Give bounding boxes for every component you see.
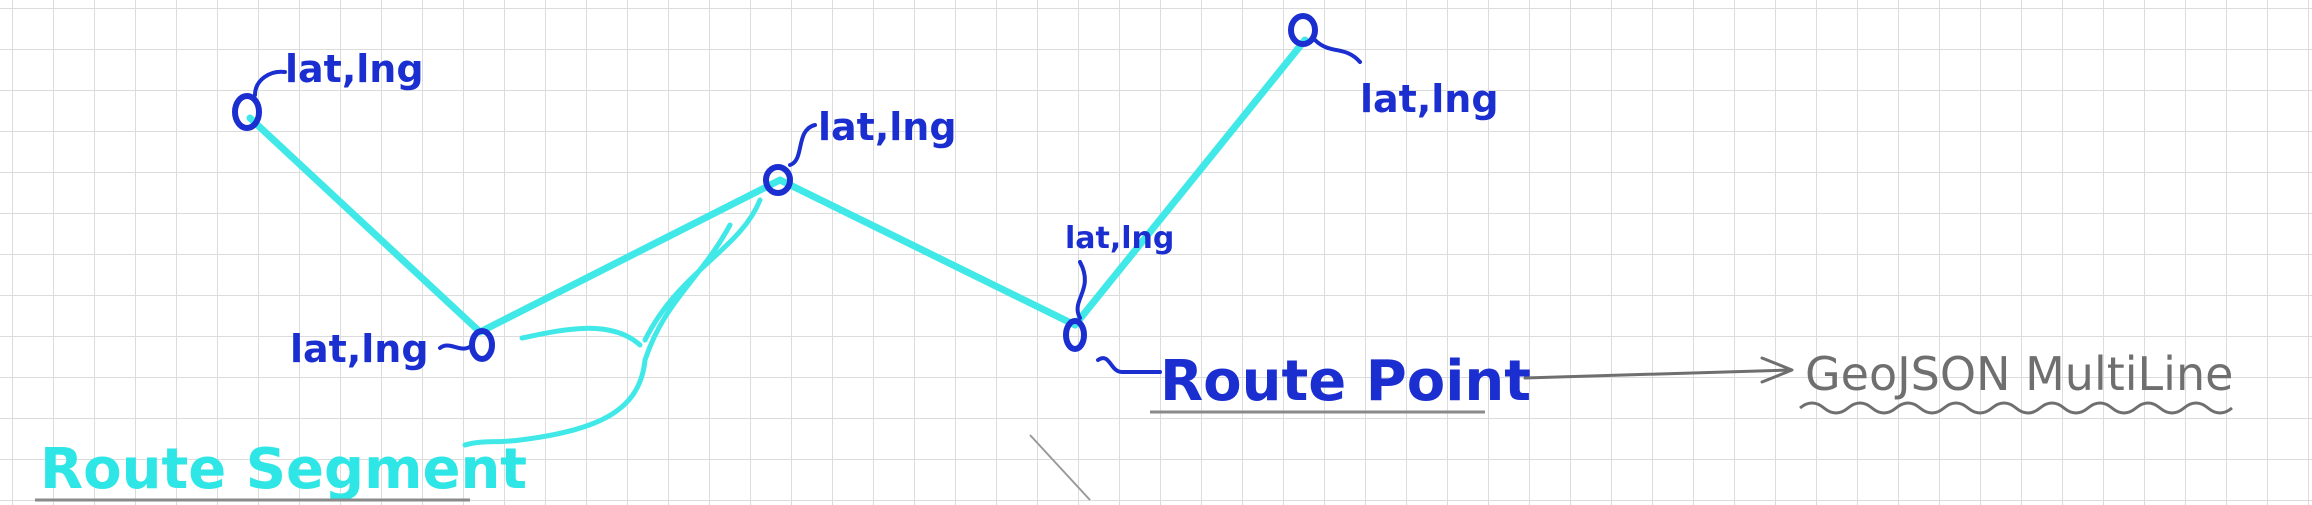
coord-label-1: lat,lng	[285, 47, 424, 91]
coord-label-2: lat,lng	[290, 327, 429, 371]
route-point-5	[1288, 13, 1318, 47]
route-point-4	[1063, 318, 1087, 352]
geojson-squiggle	[1799, 401, 2233, 415]
geojson-label: GeoJSON MultiLine	[1805, 347, 2233, 401]
arrow-to-geojson	[1523, 368, 1792, 380]
arrow-head	[1760, 356, 1794, 384]
coord-label-4: lat,lng	[1065, 221, 1174, 256]
route-segment-label: Route Segment	[40, 437, 527, 502]
leader-route-point	[1096, 356, 1162, 374]
route-point-label: Route Point	[1160, 349, 1531, 414]
stray-mark	[1029, 434, 1091, 501]
route-point-2	[469, 328, 495, 362]
leader-point-4	[1075, 260, 1087, 320]
route-line	[246, 36, 1309, 336]
route-point-1	[232, 93, 262, 131]
route-point-3	[763, 164, 793, 196]
coord-label-5: lat,lng	[1360, 77, 1499, 121]
route-segment-brace	[462, 197, 763, 448]
coord-label-3: lat,lng	[818, 105, 957, 149]
leader-point-2	[438, 343, 474, 351]
leader-point-3	[788, 123, 817, 167]
leader-point-5	[1313, 38, 1362, 64]
leader-point-1	[253, 69, 287, 97]
